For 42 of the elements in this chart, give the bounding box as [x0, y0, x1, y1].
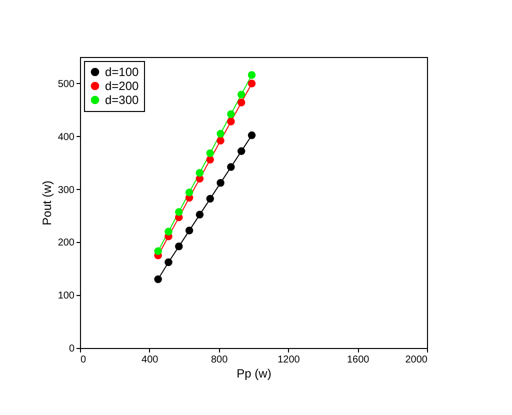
point: [206, 194, 214, 203]
point: [216, 179, 224, 187]
point: [164, 258, 172, 266]
point: [206, 149, 214, 158]
point: [216, 136, 224, 144]
point: [237, 147, 246, 156]
x-tick-label: 800: [210, 354, 228, 366]
point: [185, 188, 194, 196]
point: [154, 275, 162, 284]
point: [164, 228, 172, 236]
point: [237, 98, 246, 106]
point: [237, 90, 246, 98]
y-tick-label: 0: [68, 344, 75, 354]
point: [248, 131, 256, 140]
point: [196, 210, 204, 219]
x-tick-label: 2000: [405, 354, 428, 366]
y-tick-label: 200: [58, 238, 75, 249]
x-axis-title: Pp (w): [236, 366, 272, 380]
x-tick-label: 1600: [346, 354, 370, 366]
point: [196, 169, 204, 177]
y-tick-label: 300: [58, 184, 75, 196]
legend-label: d=200: [105, 79, 140, 93]
point: [216, 130, 224, 138]
point: [154, 247, 162, 256]
y-axis-title: Pout (w): [40, 180, 54, 226]
y-tick-label: 400: [58, 132, 75, 143]
point: [175, 242, 183, 250]
point: [185, 226, 194, 234]
point: [175, 208, 183, 216]
legend-label: d=100: [105, 65, 140, 79]
y-tick-label: 500: [58, 78, 75, 90]
x-tick-label: 1200: [278, 354, 300, 366]
y-tick-label: 100: [58, 290, 75, 302]
x-tick-label: 400: [142, 354, 159, 366]
point: [248, 80, 256, 88]
point: [206, 156, 214, 164]
point: [227, 163, 235, 171]
point: [248, 71, 256, 79]
point: [227, 110, 235, 118]
legend-label: d=300: [105, 93, 140, 107]
point: [227, 118, 235, 126]
x-tick-label: 0: [80, 354, 86, 366]
